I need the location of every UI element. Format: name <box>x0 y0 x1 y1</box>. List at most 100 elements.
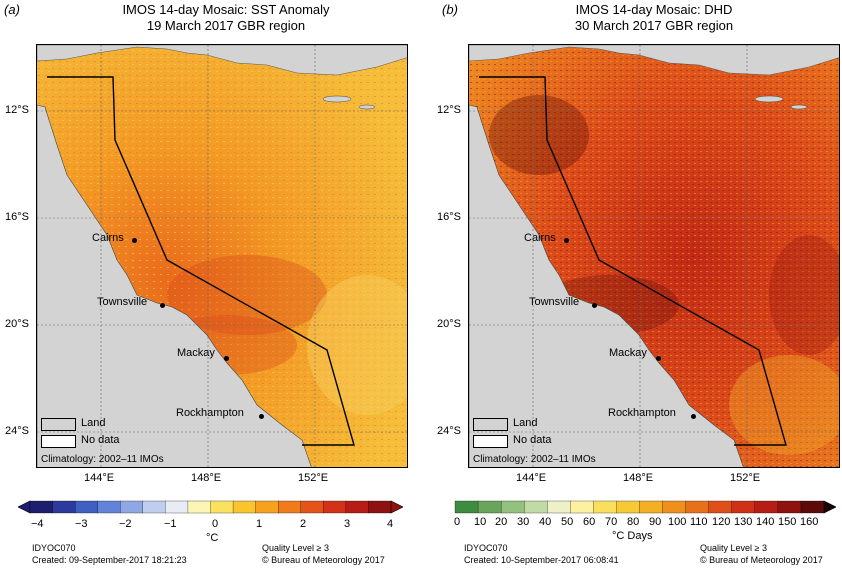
city-label-cairns: Cairns <box>524 232 556 244</box>
colorbar-segment <box>300 500 324 514</box>
colorbar-tick: 140 <box>756 516 775 528</box>
colorbar-segment <box>29 500 54 514</box>
colorbar-segment <box>74 500 99 514</box>
colorbar-segment <box>142 500 166 514</box>
sst-anomaly-map-canvas <box>37 45 407 467</box>
colorbar-tick: 0 <box>212 518 219 530</box>
colorbar-segment <box>345 500 369 514</box>
legend-nodata-swatch <box>41 435 76 448</box>
colorbar-tick: 60 <box>583 516 596 528</box>
colorbar-tick: 20 <box>495 516 508 528</box>
colorbar-segment <box>800 500 825 514</box>
colorbar-segment <box>323 500 347 514</box>
colorbar-segment <box>52 500 76 514</box>
city-label-rockhampton: Rockhampton <box>608 407 676 419</box>
colorbar-tick: 10 <box>474 516 487 528</box>
colorbar-segment <box>278 500 302 514</box>
map-title-line1: IMOS 14-day Mosaic: DHD <box>575 2 733 17</box>
lat-tick: 20°S <box>437 318 461 330</box>
colorbar-tick: 130 <box>734 516 753 528</box>
colorbar-tick: 30 <box>517 516 530 528</box>
created-timestamp: Created: 10-September-2017 06:08:41 <box>464 555 619 565</box>
colorbar-dhd <box>454 500 836 514</box>
colorbar-segment <box>547 500 571 514</box>
climatology-note: Climatology: 2002–11 IMOs <box>41 454 164 465</box>
product-id: IDYOC070 <box>32 543 76 553</box>
colorbar-tick: 110 <box>690 516 708 528</box>
colorbar-segment <box>708 500 733 514</box>
colorbar-segment <box>570 500 594 514</box>
colorbar-segment <box>754 500 779 514</box>
lon-tick: 152°E <box>730 472 761 484</box>
legend-nodata-label: No data <box>81 434 120 446</box>
city-marker-townsville <box>592 303 597 308</box>
lon-tick: 148°E <box>191 472 222 484</box>
legend-land-label: Land <box>513 417 538 429</box>
city-marker-cairns <box>132 238 137 243</box>
map-title: IMOS 14-day Mosaic: SST Anomaly 19 March… <box>40 2 412 34</box>
colorbar-segment <box>477 500 502 514</box>
colorbar-segment <box>255 500 279 514</box>
colorbar-segment <box>639 500 664 514</box>
gbr-boundary-line <box>47 76 355 446</box>
colorbar-tick: 50 <box>561 516 574 528</box>
map-title-line1: IMOS 14-day Mosaic: SST Anomaly <box>122 2 330 17</box>
colorbar-unit: °C <box>206 532 219 544</box>
legend-land-label: Land <box>81 417 106 429</box>
colorbar-segment <box>187 500 211 514</box>
colorbar-segment <box>777 500 802 514</box>
panel-letter-a: a <box>8 2 16 17</box>
lat-tick: 12°S <box>5 104 29 116</box>
lat-tick: 12°S <box>437 104 461 116</box>
created-timestamp: Created: 09-September-2017 18:21:23 <box>32 555 187 565</box>
map-title-line2: 30 March 2017 GBR region <box>574 18 734 33</box>
copyright: © Bureau of Meteorology 2017 <box>262 555 385 565</box>
city-label-cairns: Cairns <box>92 232 124 244</box>
colorbar-segment <box>368 500 392 514</box>
city-marker-mackay <box>656 356 661 361</box>
lat-tick: 20°S <box>5 318 29 330</box>
lat-tick: 16°S <box>437 211 461 223</box>
sst-anomaly-map: Cairns Townsville Mackay Rockhampton Lan… <box>36 44 408 468</box>
colorbar-segment <box>500 500 525 514</box>
colorbar-tick: −1 <box>164 518 177 530</box>
copyright: © Bureau of Meteorology 2017 <box>700 555 823 565</box>
colorbar-segment <box>731 500 756 514</box>
colorbar-tick: 3 <box>344 518 351 530</box>
city-marker-rockhampton <box>259 414 264 419</box>
colorbar-tick: −2 <box>119 518 132 530</box>
lon-tick: 144°E <box>516 472 547 484</box>
colorbar-segment <box>165 500 189 514</box>
legend-land-swatch <box>473 418 508 431</box>
lon-tick: 152°E <box>298 472 329 484</box>
quality-level: Quality Level ≥ 3 <box>700 543 767 553</box>
city-label-townsville: Townsville <box>97 296 148 308</box>
dhd-map-canvas <box>469 45 839 467</box>
colorbar-tick: 90 <box>649 516 662 528</box>
colorbar-segment <box>662 500 687 514</box>
city-label-mackay: Mackay <box>609 347 647 359</box>
colorbar-tick: 4 <box>387 518 394 530</box>
lat-tick: 24°S <box>5 425 29 437</box>
quality-level: Quality Level ≥ 3 <box>262 543 329 553</box>
city-label-townsville: Townsville <box>529 296 580 308</box>
product-id: IDYOC070 <box>464 543 508 553</box>
colorbar-tick: −4 <box>31 518 44 530</box>
legend-land-swatch <box>41 418 76 431</box>
colorbar-segment <box>616 500 640 514</box>
colorbar-tick: 100 <box>668 516 687 528</box>
dhd-map: Cairns Townsville Mackay Rockhampton Lan… <box>468 44 840 468</box>
colorbar-segment <box>685 500 710 514</box>
colorbar-tick: 40 <box>539 516 552 528</box>
legend-nodata-label: No data <box>513 434 552 446</box>
colorbar-segment <box>120 500 144 514</box>
colorbar-tick: 2 <box>300 518 307 530</box>
legend-nodata-swatch <box>473 435 508 448</box>
colorbar-unit: °C Days <box>612 530 653 542</box>
colorbar-tick: 80 <box>627 516 640 528</box>
colorbar-segment <box>454 500 479 514</box>
colorbar-tick: −3 <box>75 518 88 530</box>
colorbar-segment <box>97 500 121 514</box>
colorbar-tick: 160 <box>800 516 819 528</box>
gbr-boundary-line <box>479 76 787 446</box>
